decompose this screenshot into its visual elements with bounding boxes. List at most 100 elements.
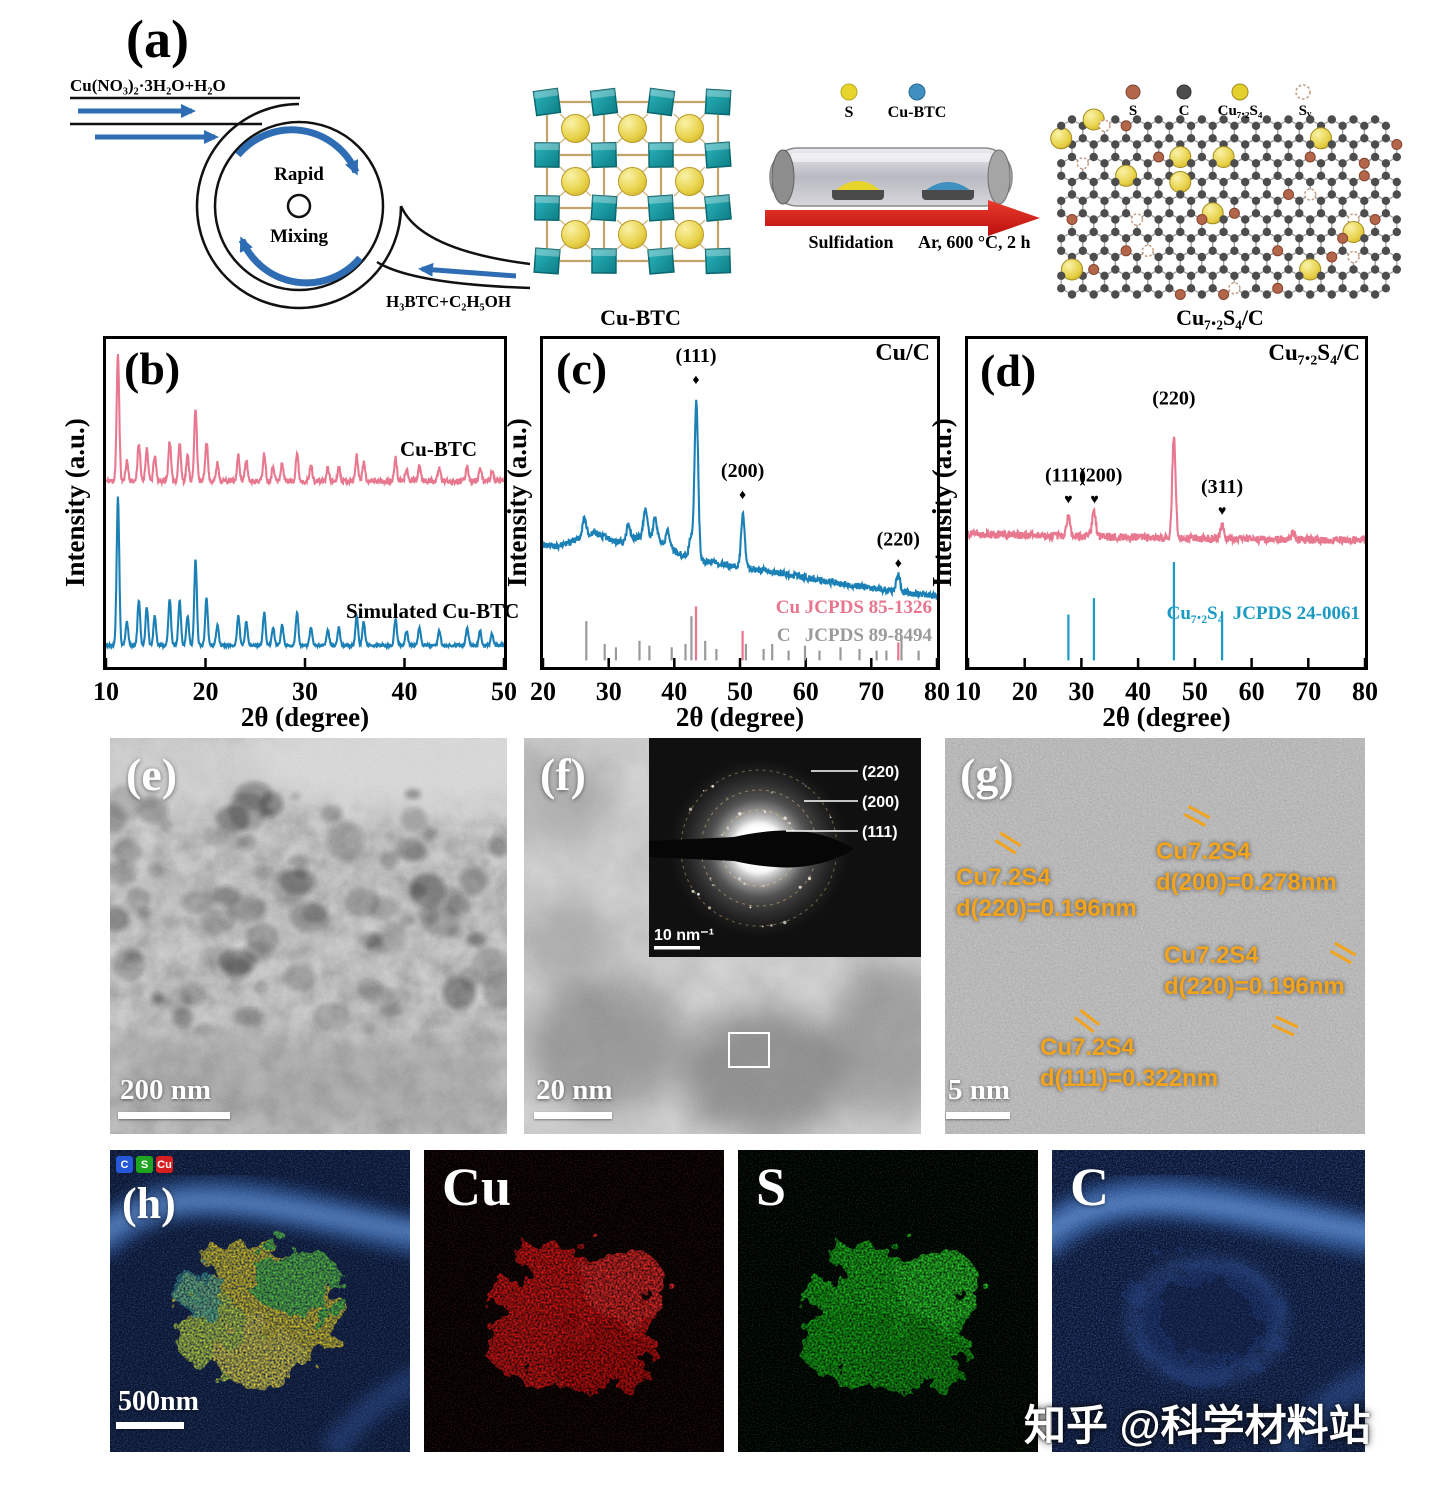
hrtem-annotation-1-phase: Cu7.2S4: [956, 864, 1051, 891]
tem-f-label: (f): [540, 749, 586, 800]
chart-c-legend-c: C JCPDS 89-8494: [776, 625, 932, 646]
hrtem-annotation-2-phase: Cu7.2S4: [1156, 838, 1251, 865]
saed-ring-label-220: (220): [862, 764, 899, 781]
hrtem-image: [945, 738, 1365, 1134]
svg-text:♦: ♦: [692, 371, 699, 387]
svg-text:♥: ♥: [1218, 502, 1226, 518]
svg-text:(200): (200): [1079, 465, 1122, 487]
eds-scale-text: 500nm: [118, 1386, 199, 1417]
sulfidation-arrow: [765, 200, 1040, 236]
svg-text:10: 10: [955, 677, 981, 706]
eds-legend: C S Cu: [116, 1156, 173, 1173]
xrd-chart-cu-c: 20 30 40 50 60 70 80 (111) ♦ (200) ♦ (220) ♦: [530, 336, 950, 706]
tem-e-label: (e): [126, 749, 178, 800]
svg-text:60: 60: [793, 677, 819, 706]
svg-text:(220): (220): [877, 529, 920, 551]
saed-inset: (220) (200) (111) 10 nm⁻¹: [649, 738, 921, 957]
chart-d-xlabel: 2θ (degree): [1102, 702, 1231, 732]
cubtc-powder: [926, 182, 970, 190]
hrtem-annotation-2-dspacing: d(200)=0.278nm: [1156, 869, 1337, 897]
svg-text:(111): (111): [1045, 465, 1086, 487]
svg-text:(111): (111): [675, 345, 716, 367]
saed-ring-label-200: (200): [862, 794, 899, 811]
furnace-legend-cubtc-label: Cu-BTC: [887, 104, 947, 121]
chart-d-legend: Cu₇.₂S₄ JCPDS 24-0061: [1166, 603, 1360, 624]
chart-c-corner-label: Cu/C: [875, 340, 930, 366]
mixer-arrow-bottom: [238, 236, 363, 287]
svg-text:70: 70: [1295, 677, 1321, 706]
hrtem-annotation-3-dspacing: d(220)=0.196nm: [1164, 973, 1345, 1001]
chart-c-xlabel: 2θ (degree): [675, 702, 805, 732]
eds-legend-chip-s: S: [136, 1156, 153, 1173]
tem-f-scale-text: 20 nm: [536, 1074, 613, 1106]
svg-text:20: 20: [193, 677, 219, 706]
hrtem-annotation-4-dspacing: d(111)=0.322nm: [1040, 1065, 1219, 1093]
svg-text:20: 20: [530, 677, 556, 706]
svg-text:50: 50: [727, 677, 753, 706]
legend-swatch-cu72s4: [1231, 83, 1249, 101]
mixer-label-mixing: Mixing: [269, 226, 329, 247]
svg-text:♦: ♦: [739, 486, 746, 502]
svg-text:10: 10: [93, 677, 119, 706]
hrtem-annotation-3: Cu7.2S4 d(220)=0.196nm: [1164, 940, 1345, 1002]
lattice-legend-c-label: C: [1178, 103, 1190, 119]
svg-text:30: 30: [292, 677, 318, 706]
lattice-legend-s-label: S: [1128, 103, 1138, 119]
svg-text:30: 30: [596, 677, 622, 706]
svg-text:70: 70: [858, 677, 884, 706]
chart-c-panel-label: (c): [556, 343, 608, 394]
svg-text:80: 80: [924, 677, 950, 706]
eds-map-c: [1052, 1150, 1365, 1452]
hrtem-roi-box: [728, 1032, 770, 1068]
tem-g-label: (g): [960, 749, 1014, 800]
svg-text:40: 40: [392, 677, 418, 706]
eds-legend-chip-c: C: [116, 1156, 133, 1173]
chart-b-series-label-cubtc: Cu-BTC: [400, 437, 478, 461]
svg-text:30: 30: [1068, 677, 1094, 706]
chart-b-xlabel: 2θ (degree): [240, 702, 370, 732]
eds-map-cu: [424, 1150, 724, 1452]
chart-d-panel-label: (d): [980, 345, 1037, 396]
tem-f-scale-bar: [534, 1112, 612, 1119]
eds-map-composite: [110, 1150, 410, 1452]
legend-swatch-s-atom: [1125, 84, 1141, 100]
tem-image-mid-mag: (220) (200) (111) 10 nm⁻¹: [524, 738, 921, 1134]
hrtem-annotation-4: Cu7.2S4 d(111)=0.322nm: [1040, 1032, 1218, 1094]
svg-text:20: 20: [1012, 677, 1038, 706]
hrtem-annotation-1-dspacing: d(220)=0.196nm: [956, 895, 1137, 923]
svg-text:♥: ♥: [1090, 491, 1098, 507]
tem-image-low-mag: [110, 738, 507, 1134]
chart-b-panel-label: (b): [124, 343, 181, 394]
hrtem-annotation-1: Cu7.2S4 d(220)=0.196nm: [956, 862, 1137, 924]
chart-c-legend-cu: Cu JCPDS 85-1326: [775, 597, 932, 618]
saed-ring-label-111: (111): [862, 824, 898, 841]
svg-text:(200): (200): [721, 460, 764, 482]
carbon-lattice: [1050, 108, 1403, 300]
mixer-label-rapid: Rapid: [274, 164, 324, 185]
lattice-legend-sv-label: Sᵥ: [1298, 103, 1312, 119]
saed-scale-label: 10 nm⁻¹: [654, 927, 714, 944]
mixer-arrow-top: [235, 126, 360, 176]
xrd-chart-cu72s4-c: 10 20 30 40 50 60 70 80(111)♥(200)♥(220)(311)♥: [955, 336, 1378, 706]
eds-c-label: C: [1070, 1157, 1109, 1217]
chart-b-series-label-simulated: Simulated Cu-BTC: [346, 599, 520, 623]
tem-g-scale-text: 5 nm: [948, 1074, 1011, 1106]
tem-e-scale-text: 200 nm: [120, 1074, 212, 1106]
mixer-channels: [70, 96, 531, 310]
svg-text:80: 80: [1352, 677, 1378, 706]
legend-swatch-cubtc: [908, 83, 926, 101]
svg-text:40: 40: [661, 677, 687, 706]
svg-text:(311): (311): [1201, 476, 1243, 498]
hrtem-annotation-2: Cu7.2S4 d(200)=0.278nm: [1156, 836, 1337, 898]
s-particle: [800, 1246, 978, 1392]
legend-swatch-vacancy: [1295, 84, 1311, 100]
mixer-center-dot: [286, 193, 312, 219]
eds-map-s: [738, 1150, 1038, 1452]
chart-d-ylabel: Intensity (a.u.): [927, 418, 957, 588]
eds-composite-label: (h): [122, 1179, 176, 1228]
svg-text:(220): (220): [1152, 388, 1195, 410]
eds-legend-chip-cu: Cu: [156, 1156, 173, 1173]
panel-a-schematic: [70, 83, 1403, 310]
svg-text:♦: ♦: [895, 555, 902, 571]
